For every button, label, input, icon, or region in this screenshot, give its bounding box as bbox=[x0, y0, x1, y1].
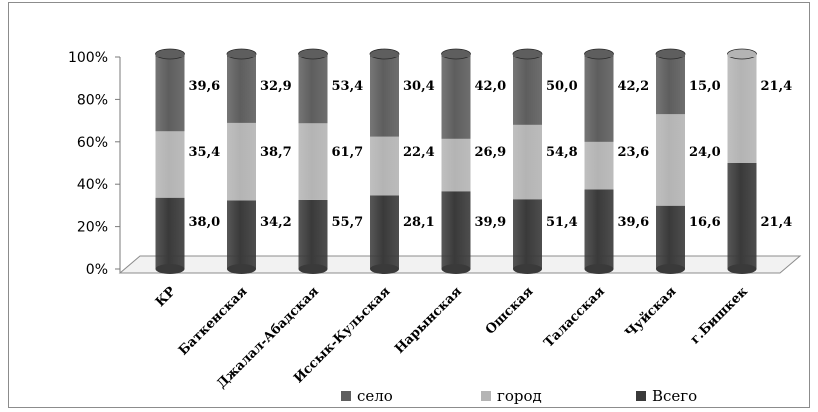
data-label: 23,6 bbox=[618, 145, 650, 160]
legend-swatch bbox=[636, 391, 646, 401]
data-label: 38,0 bbox=[189, 215, 221, 230]
legend-label: Всего bbox=[652, 387, 697, 405]
data-label: 50,0 bbox=[546, 79, 578, 94]
bar-segment bbox=[727, 163, 757, 269]
x-tick-label: КР bbox=[153, 284, 179, 310]
legend-label: город bbox=[497, 387, 542, 405]
bar-segment bbox=[370, 136, 399, 196]
data-label: 38,7 bbox=[260, 145, 292, 160]
bar-segment bbox=[227, 122, 256, 201]
x-tick-label: Таласская bbox=[541, 284, 608, 351]
bar-stack bbox=[584, 48, 614, 274]
legend-label: село bbox=[357, 387, 393, 405]
data-label: 34,2 bbox=[260, 215, 292, 230]
bar-stack bbox=[155, 48, 185, 274]
bar-segment bbox=[298, 199, 328, 269]
data-label: 55,7 bbox=[332, 215, 364, 230]
bar-base bbox=[727, 264, 757, 274]
y-tick-label: 40% bbox=[77, 177, 108, 193]
bar-segment bbox=[155, 131, 185, 198]
bar-base bbox=[513, 264, 542, 274]
data-label: 21,4 bbox=[761, 79, 793, 94]
bar-base bbox=[155, 264, 185, 274]
x-tick-label: Нарынская bbox=[392, 284, 465, 357]
bar-segment bbox=[370, 57, 399, 137]
data-label: 42,0 bbox=[475, 79, 507, 94]
y-tick-label: 0% bbox=[86, 262, 108, 278]
bar-stack bbox=[655, 48, 686, 274]
bar-base bbox=[227, 264, 256, 274]
bar-stack bbox=[298, 48, 328, 274]
bar-stack bbox=[512, 48, 543, 274]
data-label: 39,9 bbox=[475, 215, 507, 230]
data-label: 51,4 bbox=[546, 215, 578, 230]
data-label: 28,1 bbox=[403, 215, 435, 230]
x-tick-label: Ошская bbox=[483, 284, 537, 338]
bar-segment bbox=[656, 205, 685, 269]
bar-segment bbox=[584, 57, 614, 142]
bar-segment bbox=[298, 57, 328, 124]
bar-segment bbox=[513, 57, 542, 125]
bar-segment bbox=[584, 141, 614, 190]
data-label: 26,9 bbox=[475, 145, 507, 160]
bar-segment bbox=[727, 57, 757, 163]
data-label: 22,4 bbox=[403, 145, 435, 160]
data-label: 42,2 bbox=[618, 79, 650, 94]
data-label: 30,4 bbox=[403, 79, 435, 94]
legend-swatch bbox=[341, 391, 351, 401]
y-tick-label: 100% bbox=[68, 50, 108, 66]
bar-segment bbox=[370, 195, 399, 269]
bar-segment bbox=[513, 199, 542, 269]
legend-item: Всего bbox=[636, 387, 697, 405]
bar-base bbox=[298, 264, 328, 274]
bar-segment bbox=[656, 114, 685, 206]
data-label: 54,8 bbox=[546, 145, 578, 160]
data-label: 35,4 bbox=[189, 145, 221, 160]
bar-base bbox=[656, 264, 685, 274]
bar-segment bbox=[155, 197, 185, 269]
x-tick-label: Чуйская bbox=[623, 284, 680, 341]
data-label: 21,4 bbox=[761, 215, 793, 230]
bar-base bbox=[441, 264, 471, 274]
data-label: 24,0 bbox=[689, 145, 721, 160]
legend-item: город bbox=[481, 387, 542, 405]
data-label: 32,9 bbox=[260, 79, 292, 94]
bar-segment bbox=[298, 123, 328, 200]
y-tick-label: 80% bbox=[77, 92, 108, 108]
data-label: 39,6 bbox=[618, 215, 650, 230]
bar-segment bbox=[584, 189, 614, 269]
x-tick-label: г.Бишкек bbox=[688, 284, 752, 348]
data-label: 39,6 bbox=[189, 79, 221, 94]
bar-stack bbox=[441, 48, 471, 274]
bar-segment bbox=[656, 57, 685, 115]
bar-stack bbox=[369, 48, 400, 274]
bar-segment bbox=[227, 57, 256, 123]
legend-item: село bbox=[341, 387, 393, 405]
bar-stack bbox=[226, 48, 257, 274]
y-tick-label: 60% bbox=[77, 135, 108, 151]
data-label: 61,7 bbox=[332, 145, 364, 160]
data-label: 53,4 bbox=[332, 79, 364, 94]
bar-segment bbox=[227, 200, 256, 269]
data-label: 16,6 bbox=[689, 215, 721, 230]
legend-swatch bbox=[481, 391, 491, 401]
x-tick-label: Баткенская bbox=[176, 284, 251, 359]
bar-stack bbox=[727, 48, 757, 274]
bar-segment bbox=[155, 57, 185, 132]
bar-segment bbox=[441, 191, 471, 269]
bar-segment bbox=[513, 124, 542, 200]
bar-base bbox=[370, 264, 399, 274]
data-label: 15,0 bbox=[689, 79, 721, 94]
bar-segment bbox=[441, 57, 471, 139]
y-tick-label: 20% bbox=[77, 220, 108, 236]
bar-base bbox=[584, 264, 614, 274]
bar-segment bbox=[441, 138, 471, 192]
